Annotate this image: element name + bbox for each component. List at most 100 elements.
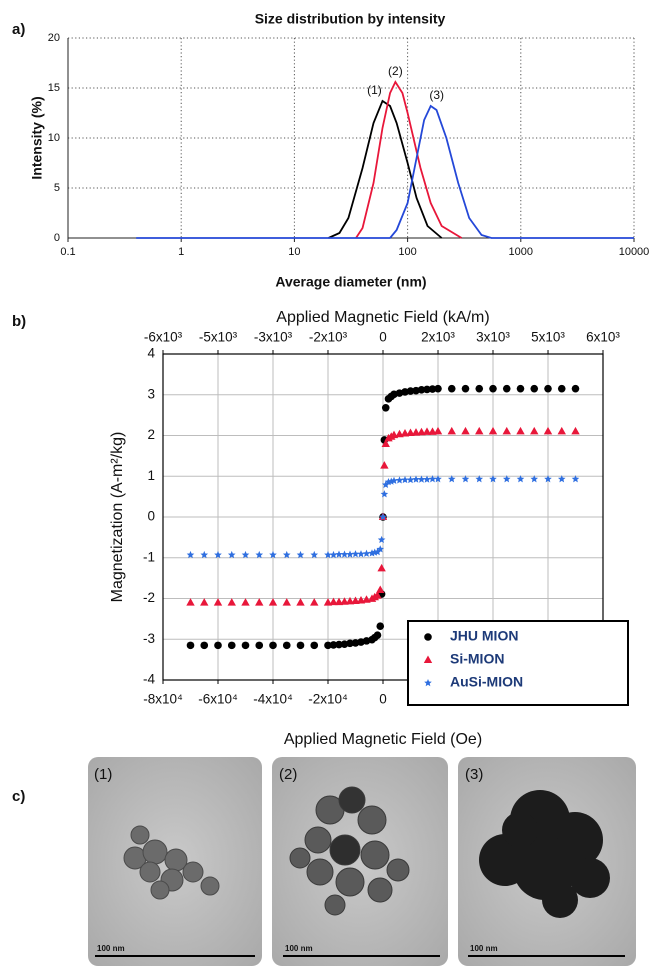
marker — [200, 641, 209, 650]
legend-label: AuSi-MION — [450, 674, 523, 690]
series-line — [328, 99, 443, 239]
marker — [340, 597, 349, 605]
marker — [329, 641, 338, 649]
scale-bar-label: 100 nm — [97, 944, 125, 953]
y-tick-label: -3 — [143, 631, 155, 646]
marker — [296, 641, 305, 650]
marker — [214, 550, 222, 559]
marker — [377, 563, 386, 572]
image-label: (3) — [465, 766, 483, 783]
marker — [373, 548, 382, 556]
marker — [428, 475, 437, 483]
marker — [530, 426, 539, 435]
marker — [489, 384, 497, 393]
image-label: (2) — [279, 766, 297, 783]
marker — [571, 384, 580, 393]
marker — [461, 426, 470, 435]
y-axis-title: Magnetization (A-m²/kg) — [109, 432, 126, 603]
x2-tick-label: -5x10³ — [199, 330, 238, 345]
series-annotation: (3) — [429, 88, 444, 102]
marker — [323, 598, 333, 606]
marker — [324, 550, 332, 559]
marker — [411, 428, 421, 436]
series-line — [136, 104, 634, 239]
x-tick-label: -4x10⁴ — [253, 692, 293, 707]
marker — [447, 384, 456, 393]
y-axis-title: Intensity (%) — [29, 96, 45, 179]
y-tick-label: 3 — [147, 386, 155, 401]
marker — [434, 384, 442, 393]
marker — [475, 384, 484, 393]
marker — [282, 550, 291, 559]
x-tick-label: -8x10⁴ — [143, 692, 183, 707]
marker — [544, 384, 552, 393]
x2-tick-label: -2x10³ — [309, 330, 348, 345]
x2-tick-label: 5x10³ — [531, 330, 565, 345]
marker — [269, 550, 277, 559]
marker — [381, 403, 390, 412]
y-tick-label: 20 — [48, 32, 60, 44]
panel-label: b) — [12, 313, 26, 330]
marker — [376, 622, 385, 631]
y-tick-label: 4 — [147, 346, 155, 361]
marker — [422, 427, 432, 435]
particles — [123, 825, 220, 900]
marker — [269, 641, 277, 650]
marker — [424, 679, 432, 687]
marker — [241, 598, 250, 606]
marker — [362, 549, 371, 557]
y-tick-label: 2 — [147, 427, 155, 442]
marker — [186, 641, 195, 650]
marker — [255, 598, 264, 606]
marker — [296, 550, 305, 559]
marker — [379, 513, 387, 521]
marker — [412, 475, 420, 483]
marker — [502, 384, 511, 393]
marker — [502, 475, 511, 483]
marker — [417, 427, 426, 436]
y-tick-label: 15 — [48, 82, 60, 94]
marker — [557, 384, 566, 393]
marker — [345, 596, 355, 605]
x2-tick-label: 0 — [379, 330, 387, 345]
marker — [571, 426, 580, 435]
x-axis-title: Average diameter (nm) — [275, 274, 426, 290]
x-tick-label: 1 — [178, 246, 184, 258]
marker — [433, 426, 443, 435]
x-tick-label: 10000 — [619, 246, 650, 258]
particles — [289, 786, 410, 916]
marker — [390, 476, 398, 484]
panel-label: c) — [12, 788, 25, 805]
marker — [335, 550, 343, 558]
legend-box — [407, 620, 629, 706]
marker — [335, 640, 343, 649]
x-tick-label: 10 — [288, 246, 300, 258]
marker — [475, 426, 484, 435]
y-tick-label: 1 — [147, 468, 155, 483]
marker — [376, 585, 385, 593]
marker — [424, 633, 432, 641]
marker — [423, 385, 431, 394]
y-tick-label: -1 — [143, 549, 155, 564]
marker — [373, 631, 382, 639]
scale-bar-label: 100 nm — [470, 944, 498, 953]
marker — [373, 591, 382, 599]
image-label: (1) — [94, 766, 112, 783]
tem-image: (2) 100 nm — [272, 757, 448, 966]
marker — [268, 598, 278, 606]
x2-tick-label: 2x10³ — [421, 330, 455, 345]
x-tick-label: 0 — [379, 692, 387, 707]
marker — [461, 475, 470, 483]
marker — [571, 475, 580, 483]
marker — [380, 461, 389, 469]
scale-bar-label: 100 nm — [285, 944, 313, 953]
marker — [329, 597, 338, 606]
marker — [475, 475, 484, 483]
marker — [423, 655, 433, 663]
marker — [461, 384, 470, 393]
marker — [346, 639, 354, 648]
marker — [282, 598, 291, 606]
marker — [502, 426, 511, 435]
y-tick-label: -2 — [143, 590, 155, 605]
